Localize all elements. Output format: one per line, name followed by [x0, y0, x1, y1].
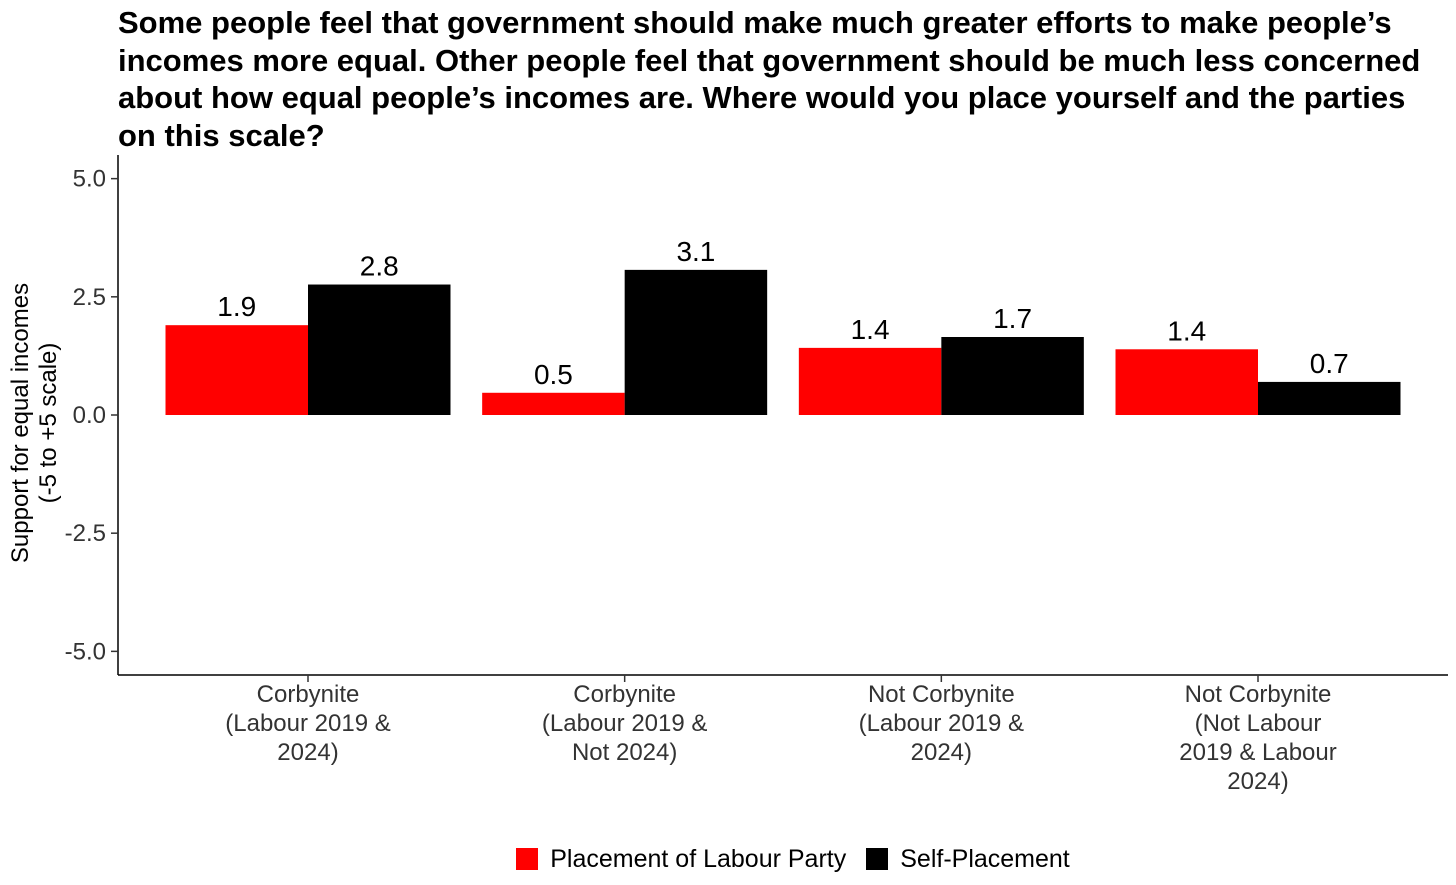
bar-self-placement	[941, 337, 1084, 415]
bar-value-label: 1.4	[851, 314, 890, 345]
bar-value-label: 0.5	[534, 359, 573, 390]
bar-self-placement	[624, 269, 768, 415]
legend: Placement of Labour Party Self-Placement	[0, 842, 1456, 876]
bar-labour-placement	[798, 347, 942, 415]
x-category-label-line: Corbynite	[257, 681, 360, 708]
bar-chart: -5.0 -2.5 0.0 2.5 5.0 1.9 2.8 0.5 3.1 1.4 1.7 1.4 0…	[7, 155, 1448, 795]
x-category-label-line: Not Corbynite	[1185, 681, 1332, 708]
x-category-label-line: 2024)	[1227, 768, 1288, 795]
bars	[165, 269, 1401, 415]
x-category-label-line: Not 2024)	[572, 739, 677, 766]
x-category-label-line: (Labour 2019 &	[859, 710, 1024, 737]
bar-value-label: 1.9	[217, 291, 256, 322]
y-tick-label: 5.0	[73, 166, 106, 193]
bar-self-placement	[308, 284, 451, 415]
y-axis-title: Support for equal incomes(-5 to +5 scale…	[7, 283, 62, 563]
legend-swatch-black	[866, 848, 889, 870]
y-tick-label: 2.5	[73, 284, 106, 311]
x-category-label: Corbynite (Labour 2019 & 2024)	[225, 681, 390, 766]
bar-labour-placement	[165, 325, 308, 415]
legend-item-labour-placement: Placement of Labour Party	[516, 845, 846, 874]
x-category-label-line: (Labour 2019 &	[225, 710, 390, 737]
bar-value-label: 0.7	[1310, 348, 1349, 379]
x-category-label-line: 2019 & Labour	[1179, 739, 1336, 766]
x-category-label: Not Corbynite (Not Labour 2019 & Labour 202…	[1179, 681, 1336, 795]
x-category-label-line: Not Corbynite	[868, 681, 1015, 708]
bar-value-label: 1.7	[993, 303, 1032, 334]
bar-labour-placement	[1115, 349, 1258, 415]
y-axis-title-line: (-5 to +5 scale)	[35, 343, 62, 504]
x-category-label-line: 2024)	[277, 739, 338, 766]
bar-value-label: 2.8	[360, 251, 399, 282]
x-category-label-line: Corbynite	[573, 681, 676, 708]
legend-item-self-placement: Self-Placement	[866, 845, 1070, 874]
x-category-label-line: (Not Labour	[1195, 710, 1322, 737]
x-category-label: Not Corbynite (Labour 2019 & 2024)	[859, 681, 1024, 766]
x-category-label-line: (Labour 2019 &	[542, 710, 707, 737]
bar-value-label: 1.4	[1167, 315, 1206, 346]
bar-value-label: 3.1	[676, 236, 715, 267]
bar-self-placement	[1258, 381, 1401, 415]
bar-labour-placement	[482, 392, 625, 415]
bar-value-labels: 1.9 2.8 0.5 3.1 1.4 1.7 1.4 0.7	[217, 236, 1348, 390]
y-axis-title-line: Support for equal incomes	[7, 283, 34, 563]
y-tick-label: -5.0	[65, 638, 106, 665]
axes: -5.0 -2.5 0.0 2.5 5.0	[65, 155, 1448, 682]
y-tick-label: 0.0	[73, 402, 106, 429]
chart-title: Some people feel that government should …	[118, 5, 1421, 153]
legend-label: Self-Placement	[900, 844, 1070, 873]
y-tick-label: -2.5	[65, 520, 106, 547]
x-category-label: Corbynite (Labour 2019 & Not 2024)	[542, 681, 707, 766]
legend-swatch-red	[516, 848, 539, 870]
legend-label: Placement of Labour Party	[550, 844, 847, 873]
category-labels: Corbynite (Labour 2019 & 2024)Corbynite (La…	[225, 681, 1336, 795]
x-category-label-line: 2024)	[911, 739, 972, 766]
